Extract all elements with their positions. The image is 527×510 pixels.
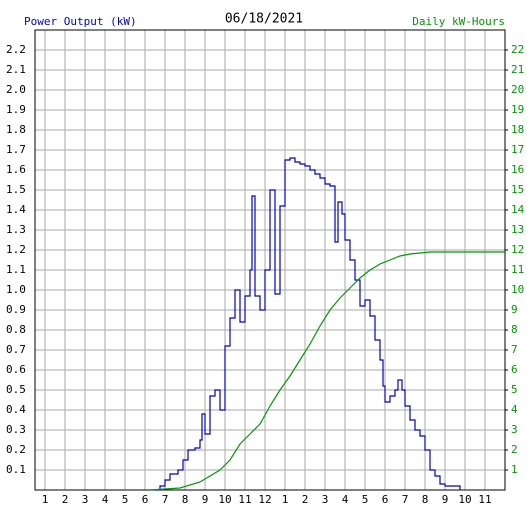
x-tick-label: 7 xyxy=(162,493,169,506)
x-tick-label: 11 xyxy=(238,493,251,506)
y2-axis-label: Daily kW-Hours xyxy=(412,15,505,28)
y2-tick-label: 16 xyxy=(511,163,524,176)
x-tick-label: 10 xyxy=(458,493,471,506)
x-tick-label: 3 xyxy=(322,493,329,506)
x-tick-label: 3 xyxy=(82,493,89,506)
y-tick-label: 0.5 xyxy=(6,383,26,396)
y2-tick-label: 19 xyxy=(511,103,524,116)
y2-tick-label: 14 xyxy=(511,203,525,216)
y-tick-label: 1.6 xyxy=(6,163,26,176)
y-tick-label: 1.8 xyxy=(6,123,26,136)
x-tick-label: 2 xyxy=(62,493,69,506)
x-tick-label: 8 xyxy=(182,493,189,506)
y2-tick-label: 9 xyxy=(511,303,518,316)
x-tick-label: 7 xyxy=(402,493,409,506)
x-tick-label: 5 xyxy=(122,493,129,506)
y-tick-label: 0.3 xyxy=(6,423,26,436)
x-tick-label: 9 xyxy=(442,493,449,506)
chart-title: 06/18/2021 xyxy=(225,12,303,27)
y2-tick-label: 3 xyxy=(511,423,518,436)
x-tick-label: 1 xyxy=(42,493,49,506)
x-tick-label: 4 xyxy=(102,493,109,506)
data-line xyxy=(149,251,505,491)
y-tick-label: 0.4 xyxy=(6,403,26,416)
x-tick-label: 5 xyxy=(362,493,369,506)
y-tick-label: 0.1 xyxy=(6,463,26,476)
x-tick-label: 10 xyxy=(218,493,231,506)
y2-tick-label: 6 xyxy=(511,363,518,376)
y-tick-label: 1.2 xyxy=(6,243,26,256)
x-tick-label: 8 xyxy=(422,493,429,506)
y-tick-label: 1.4 xyxy=(6,203,26,216)
y-tick-label: 1.0 xyxy=(6,283,26,296)
y-tick-label: 2.1 xyxy=(6,63,26,76)
y2-tick-label: 2 xyxy=(511,443,518,456)
y-tick-label: 2.2 xyxy=(6,43,26,56)
y-tick-label: 0.9 xyxy=(6,303,26,316)
plot-border xyxy=(34,29,506,491)
y-tick-label: 1.7 xyxy=(6,143,26,156)
y-tick-label: 2.0 xyxy=(6,83,26,96)
y2-tick-label: 8 xyxy=(511,323,518,336)
y2-tick-label: 21 xyxy=(511,63,524,76)
x-tick-label: 11 xyxy=(478,493,491,506)
y2-tick-label: 5 xyxy=(511,383,518,396)
y-tick-label: 1.9 xyxy=(6,103,26,116)
y2-tick-label: 15 xyxy=(511,183,524,196)
y2-tick-label: 1 xyxy=(511,463,518,476)
y2-tick-label: 18 xyxy=(511,123,524,136)
y2-tick-label: 11 xyxy=(511,263,524,276)
x-tick-label: 9 xyxy=(202,493,209,506)
y2-tick-label: 4 xyxy=(511,403,518,416)
x-tick-label: 2 xyxy=(302,493,309,506)
y2-tick-label: 13 xyxy=(511,223,524,236)
y2-tick-label: 10 xyxy=(511,283,524,296)
y-tick-label: 0.8 xyxy=(6,323,26,336)
x-tick-label: 6 xyxy=(142,493,149,506)
x-tick-label: 4 xyxy=(342,493,349,506)
y2-tick-label: 20 xyxy=(511,83,524,96)
y2-tick-label: 7 xyxy=(511,343,518,356)
data-line xyxy=(150,157,461,491)
y-tick-label: 1.1 xyxy=(6,263,26,276)
x-tick-label: 6 xyxy=(382,493,389,506)
y-tick-label: 0.7 xyxy=(6,343,26,356)
y-tick-label: 0.2 xyxy=(6,443,26,456)
y-tick-label: 1.3 xyxy=(6,223,26,236)
x-tick-label: 1 xyxy=(282,493,289,506)
y2-tick-label: 22 xyxy=(511,43,524,56)
y2-tick-label: 12 xyxy=(511,243,524,256)
y-tick-label: 0.6 xyxy=(6,363,26,376)
y-tick-label: 1.5 xyxy=(6,183,26,196)
y-axis-label: Power Output (kW) xyxy=(24,15,137,28)
x-tick-label: 12 xyxy=(258,493,271,506)
y2-tick-label: 17 xyxy=(511,143,524,156)
